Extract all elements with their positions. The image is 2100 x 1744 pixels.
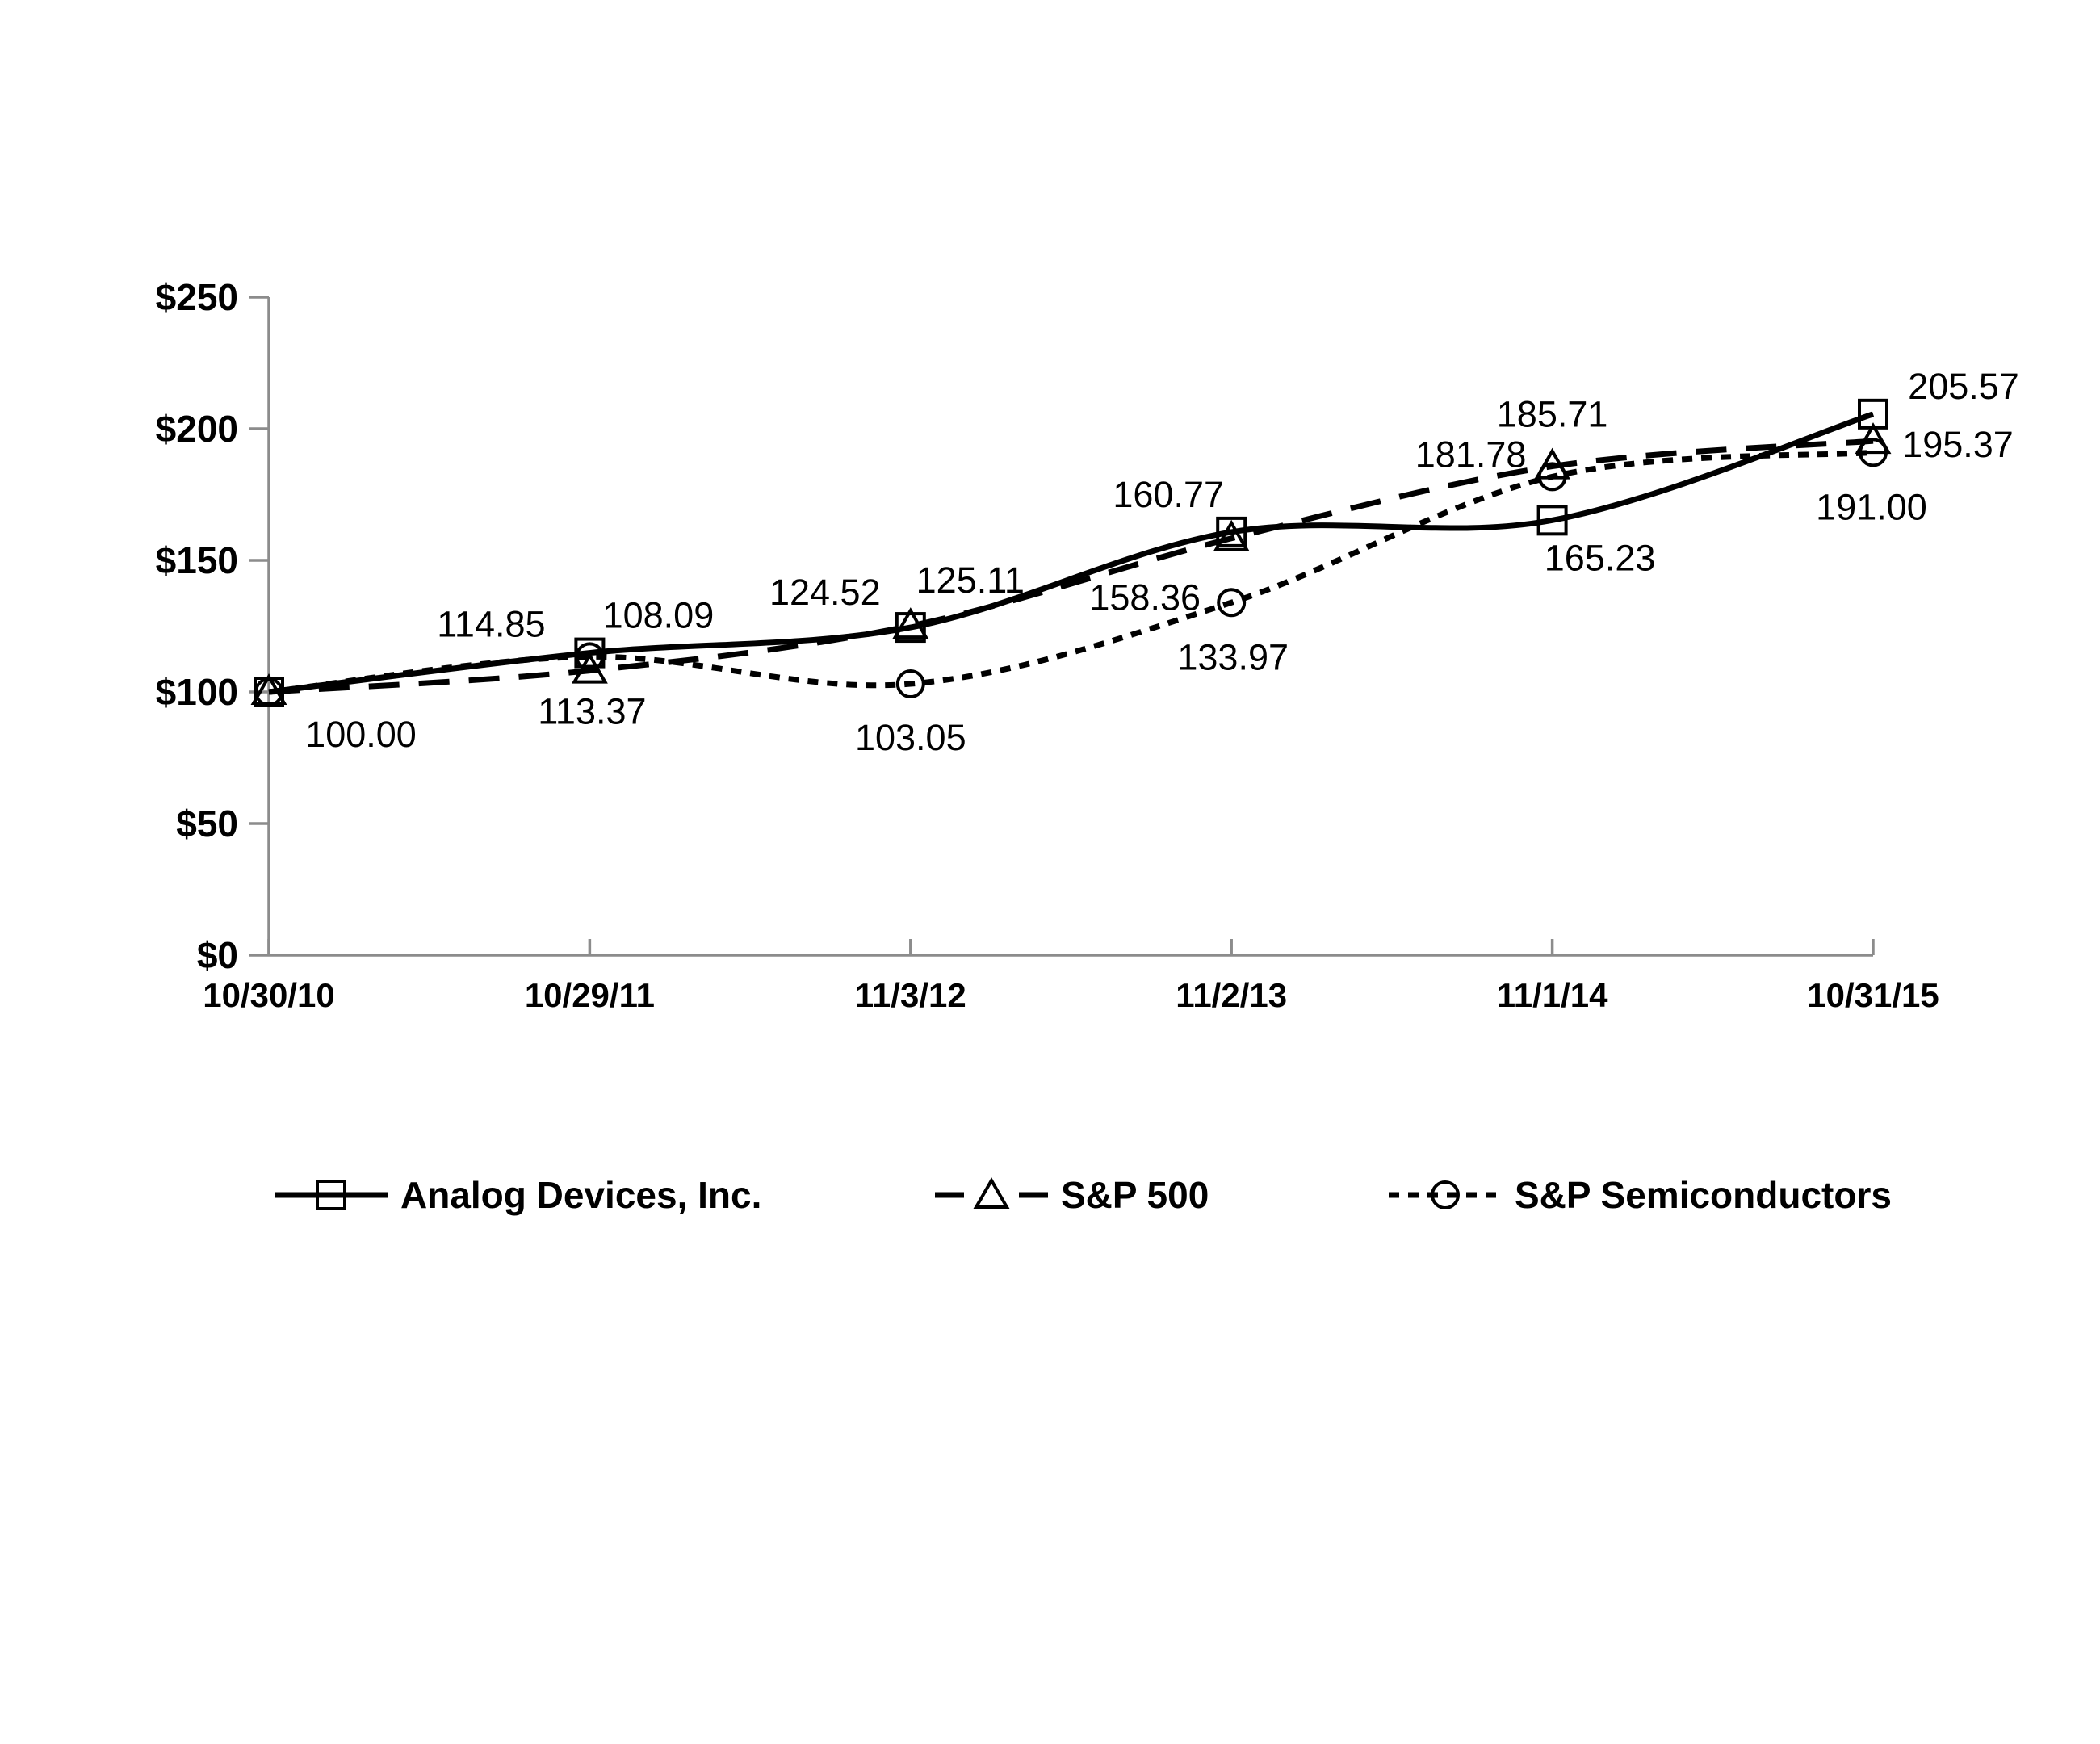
y-tick-label: $50 <box>176 803 238 845</box>
sp500-data-label: 158.36 <box>1089 577 1201 618</box>
sp500-triangle-marker-icon <box>1213 519 1250 551</box>
sp-semiconductors-data-label: 113.37 <box>538 690 646 732</box>
sp-semiconductors-circle-marker-icon <box>254 677 283 706</box>
y-tick-label: $200 <box>156 408 238 450</box>
sp500-data-label: 125.11 <box>916 560 1025 601</box>
series-line-sp500 <box>268 438 1874 695</box>
legend-item-analog-devices: Analog Devices, Inc. <box>275 1169 761 1221</box>
sp500-triangle-marker-icon <box>892 607 929 639</box>
series-line-sp-semiconductors <box>268 449 1874 695</box>
y-tick-label: $150 <box>156 539 238 581</box>
legend-swatch-dash-triangle-icon <box>935 1176 1048 1209</box>
x-tick-label: 10/31/15 <box>1807 976 1939 1014</box>
sp500-data-label: 195.37 <box>1902 424 2014 465</box>
legend-item-sp-semiconductors: S&P Semiconductors <box>1389 1169 1892 1221</box>
x-tick-label: 11/3/12 <box>855 976 966 1014</box>
y-tick-label: $250 <box>156 276 238 318</box>
series-markers <box>250 398 1892 707</box>
sp-semiconductors-circle-marker-icon <box>1217 588 1247 618</box>
y-tick-label: $100 <box>156 671 238 713</box>
x-tick-label: 11/1/14 <box>1497 976 1608 1014</box>
circle-marker-icon <box>1431 1180 1460 1209</box>
data-labels: 100.00 114.85 124.52 160.77 165.23 205.57 108.… <box>305 366 2019 758</box>
triangle-marker-icon <box>973 1176 1010 1209</box>
sp-semiconductors-data-label: 103.05 <box>855 717 966 758</box>
sp-semiconductors-data-label: 181.78 <box>1415 434 1527 475</box>
x-tick-label: 11/2/13 <box>1176 976 1287 1014</box>
analog-devices-square-marker-icon <box>1536 505 1568 536</box>
analog-devices-data-label: 114.85 <box>437 604 545 645</box>
sp-semiconductors-circle-marker-icon <box>1537 462 1567 492</box>
analog-devices-data-label: 160.77 <box>1113 474 1224 515</box>
sp500-triangle-marker-icon <box>1534 447 1571 480</box>
legend-item-sp500: S&P 500 <box>935 1169 1209 1221</box>
y-tick-label: $0 <box>197 934 238 976</box>
analog-devices-data-label: 205.57 <box>1908 366 2019 407</box>
legend-swatch-dotted-circle-icon <box>1389 1180 1502 1209</box>
sp-semiconductors-circle-marker-icon <box>895 669 925 699</box>
sp-semiconductors-circle-marker-icon <box>575 642 605 672</box>
legend-label-analog-devices: Analog Devices, Inc. <box>400 1174 762 1216</box>
legend-label-sp-semiconductors: S&P Semiconductors <box>1515 1174 1892 1216</box>
analog-devices-square-marker-icon <box>1216 516 1247 547</box>
analog-devices-data-label: 165.23 <box>1545 537 1656 578</box>
square-marker-icon <box>316 1180 346 1210</box>
sp500-triangle-marker-icon <box>1855 422 1892 455</box>
axes <box>249 296 1875 957</box>
sp-semiconductors-circle-marker-icon <box>1859 438 1888 467</box>
sp-semiconductors-data-label: 133.97 <box>1177 636 1289 677</box>
sp-semiconductors-data-label: 191.00 <box>1816 486 1927 527</box>
analog-devices-data-label: 100.00 <box>305 714 417 755</box>
x-tick-label: 10/30/10 <box>203 976 335 1014</box>
legend-label-sp500: S&P 500 <box>1061 1174 1209 1216</box>
legend-swatch-solid-square-icon <box>275 1180 388 1210</box>
chart-legend: Analog Devices, Inc. S&P 500 S&P Semicon… <box>0 1169 2100 1221</box>
tick-labels: $0 $50 $100 $150 $200 $250 10/30/10 10/29/11 11/… <box>156 276 1939 1014</box>
sp500-data-label: 185.71 <box>1497 394 1608 435</box>
analog-devices-data-label: 124.52 <box>769 572 881 613</box>
x-tick-label: 10/29/11 <box>525 976 655 1014</box>
sp500-data-label: 108.09 <box>603 595 715 636</box>
